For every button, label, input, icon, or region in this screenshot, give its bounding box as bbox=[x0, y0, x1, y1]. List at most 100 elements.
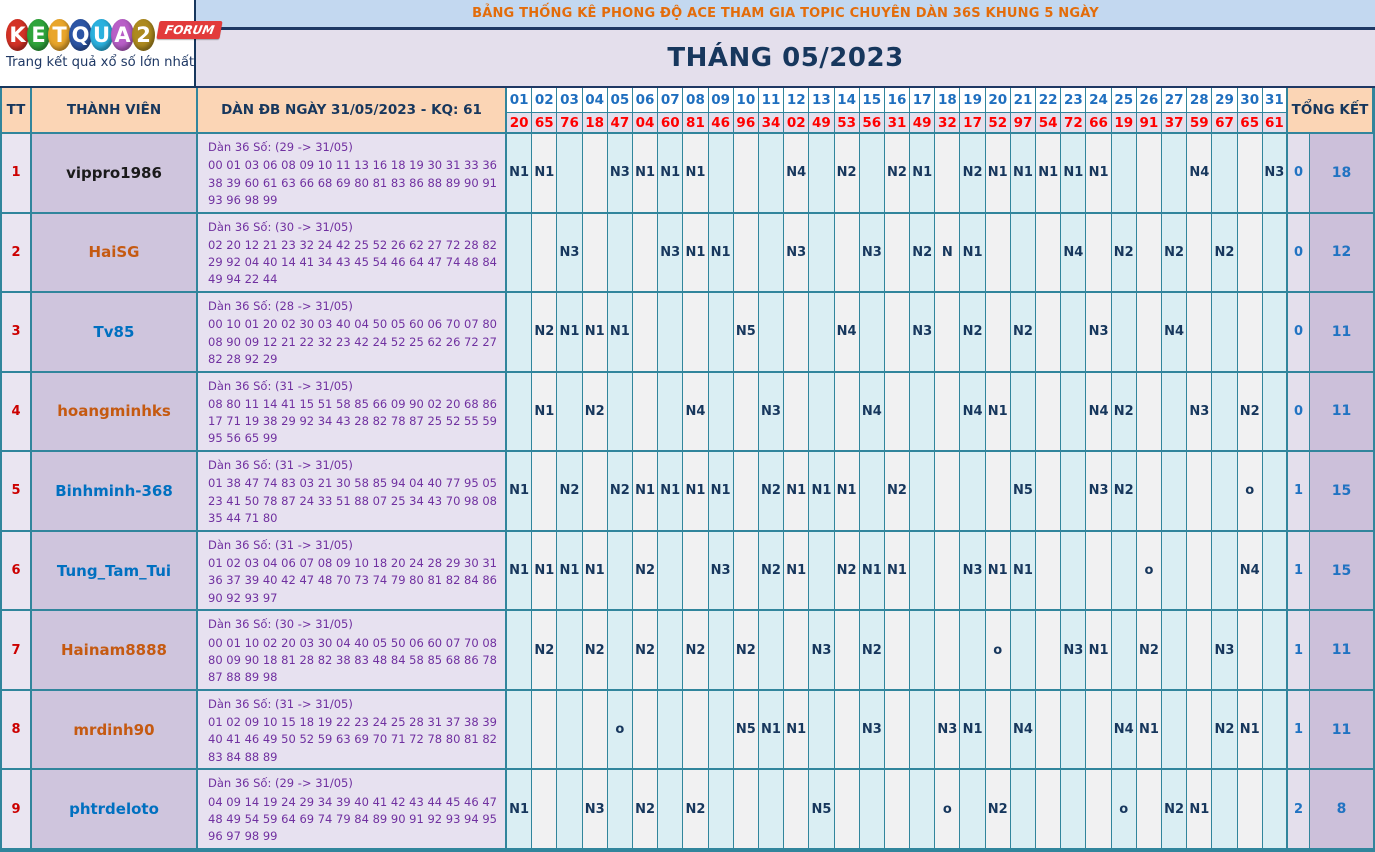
mark-cell bbox=[557, 372, 583, 453]
total-right: 8 bbox=[1309, 770, 1373, 850]
mark-cell: N3 bbox=[859, 690, 885, 771]
total-left: 1 bbox=[1287, 690, 1310, 771]
dan-range: Dàn 36 Số: (31 -> 31/05) bbox=[208, 378, 353, 393]
mark-cell bbox=[1036, 611, 1062, 691]
dan-numbers: 02 20 12 21 23 32 24 42 25 52 26 62 27 7… bbox=[208, 237, 497, 287]
mark-cell bbox=[708, 372, 734, 453]
day-header: 15 bbox=[859, 88, 885, 113]
mark-cell bbox=[733, 134, 759, 214]
dan-cell: Dàn 36 Số: (31 -> 31/05) 01 38 47 74 83 0… bbox=[198, 452, 507, 532]
mark-cell bbox=[935, 134, 961, 214]
day-header: 17 bbox=[910, 88, 936, 113]
dan-range: Dàn 36 Số: (30 -> 31/05) bbox=[208, 617, 353, 632]
mark-cell bbox=[960, 452, 986, 532]
mark-cell bbox=[733, 213, 759, 294]
mark-cell: N1 bbox=[1237, 690, 1263, 771]
mark-cell: N5 bbox=[733, 690, 759, 771]
mark-cell bbox=[1010, 611, 1037, 691]
mark-cell bbox=[859, 134, 885, 214]
mark-cell: N1 bbox=[658, 134, 684, 214]
mark-cell: N1 bbox=[507, 531, 533, 612]
mark-cell: N2 bbox=[1111, 452, 1137, 532]
mark-cell: N4 bbox=[960, 372, 986, 453]
day-header: 28 bbox=[1187, 88, 1213, 113]
day-header: 05 bbox=[607, 88, 633, 113]
mark-cell: N1 bbox=[532, 372, 558, 453]
mark-cell: N1 bbox=[985, 372, 1011, 453]
mark-cell bbox=[1061, 452, 1087, 532]
mark-cell: N1 bbox=[758, 690, 785, 771]
dan-cell: Dàn 36 Số: (30 -> 31/05) 00 01 10 02 20 0… bbox=[198, 611, 507, 691]
dan-range: Dàn 36 Số: (29 -> 31/05) bbox=[208, 140, 353, 154]
mark-cell bbox=[1212, 452, 1238, 532]
mark-cell bbox=[1036, 372, 1062, 453]
row-index: 1 bbox=[2, 134, 32, 214]
mark-cell: N1 bbox=[607, 293, 633, 373]
day-header: 10 bbox=[733, 88, 759, 113]
mark-cell: N4 bbox=[1086, 372, 1112, 453]
mark-cell bbox=[658, 611, 684, 691]
mark-cell: N2 bbox=[1111, 372, 1137, 453]
mark-cell bbox=[1262, 690, 1288, 771]
result-value: 31 bbox=[884, 113, 911, 134]
mark-cell bbox=[1111, 531, 1137, 612]
mark-cell: N1 bbox=[683, 213, 709, 294]
mark-cell: N1 bbox=[582, 293, 608, 373]
mark-cell bbox=[582, 134, 608, 214]
mark-cell: N3 bbox=[910, 293, 936, 373]
mark-cell bbox=[1162, 690, 1188, 771]
mark-cell: N2 bbox=[557, 452, 583, 532]
result-value: 66 bbox=[1086, 113, 1112, 134]
mark-cell: N1 bbox=[1010, 531, 1037, 612]
day-header: 29 bbox=[1212, 88, 1238, 113]
mark-cell bbox=[1237, 293, 1263, 373]
mark-cell: N2 bbox=[1212, 213, 1238, 294]
mark-cell: N2 bbox=[910, 213, 936, 294]
mark-cell: N4 bbox=[1237, 531, 1263, 612]
mark-cell bbox=[557, 690, 583, 771]
dan-cell: Dàn 36 Số: (31 -> 31/05) 08 80 11 14 41 1… bbox=[198, 372, 507, 453]
mark-cell: N1 bbox=[960, 690, 986, 771]
dan-range: Dàn 36 Số: (31 -> 31/05) bbox=[208, 696, 353, 711]
mark-cell bbox=[859, 452, 885, 532]
mark-cell bbox=[1136, 372, 1163, 453]
day-header: 18 bbox=[935, 88, 961, 113]
member-name: Tv85 bbox=[32, 293, 198, 373]
mark-cell bbox=[935, 293, 961, 373]
mark-cell: N1 bbox=[784, 531, 810, 612]
mark-cell: N1 bbox=[507, 770, 533, 850]
mark-cell: N4 bbox=[834, 293, 860, 373]
total-right: 11 bbox=[1309, 293, 1373, 373]
mark-cell: N1 bbox=[985, 531, 1011, 612]
mark-cell bbox=[557, 134, 583, 214]
mark-cell bbox=[733, 372, 759, 453]
mark-cell bbox=[632, 690, 659, 771]
mark-cell bbox=[910, 452, 936, 532]
day-header: 25 bbox=[1111, 88, 1137, 113]
mark-cell bbox=[1086, 770, 1112, 850]
dan-range: Dàn 36 Số: (30 -> 31/05) bbox=[208, 219, 353, 234]
mark-cell bbox=[809, 690, 835, 771]
total-right: 15 bbox=[1309, 531, 1373, 612]
mark-cell bbox=[708, 611, 734, 691]
row-index: 2 bbox=[2, 213, 32, 294]
dan-cell: Dàn 36 Số: (28 -> 31/05) 00 10 01 20 02 3… bbox=[198, 293, 507, 373]
mark-cell bbox=[1136, 770, 1163, 850]
mark-cell: N2 bbox=[632, 770, 659, 850]
dan-cell: Dàn 36 Số: (31 -> 31/05) 01 02 09 10 15 1… bbox=[198, 690, 507, 771]
mark-cell: N2 bbox=[582, 611, 608, 691]
mark-cell: N1 bbox=[683, 452, 709, 532]
mark-cell: N1 bbox=[1136, 690, 1163, 771]
member-name: mrdinh90 bbox=[32, 690, 198, 771]
mark-cell bbox=[1036, 213, 1062, 294]
mark-cell bbox=[582, 213, 608, 294]
mark-cell: N1 bbox=[1061, 134, 1087, 214]
mark-cell bbox=[884, 690, 911, 771]
mark-cell bbox=[1111, 293, 1137, 373]
day-header: 16 bbox=[884, 88, 911, 113]
mark-cell bbox=[1162, 611, 1188, 691]
mark-cell: N2 bbox=[683, 611, 709, 691]
result-value: 72 bbox=[1061, 113, 1087, 134]
